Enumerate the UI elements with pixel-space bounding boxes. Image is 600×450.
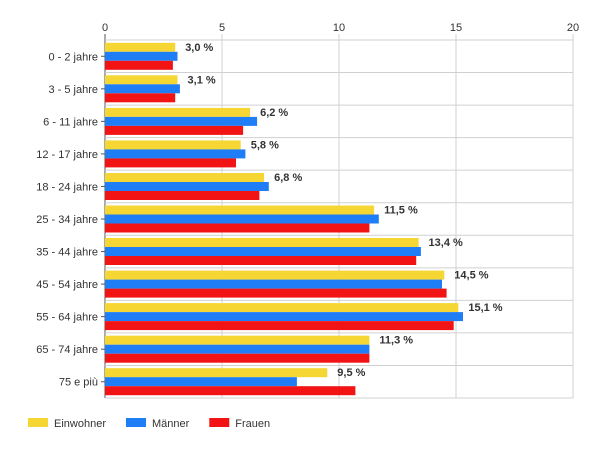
bar-frauen (105, 158, 236, 168)
bar-einwohner (105, 270, 445, 280)
category-label: 75 e più (59, 377, 98, 389)
data-labels: 3,0 % 3,1 % 6,2 % 5,8 % 6,8 % 11,5 % 13,4 % 14,… (185, 42, 503, 379)
bar-m-nner (105, 182, 269, 191)
data-label: 9,5 % (337, 367, 365, 379)
x-tick-label: 5 (219, 22, 225, 34)
bar-frauen (105, 93, 176, 103)
bar-frauen (105, 386, 356, 396)
legend-swatch (125, 418, 146, 427)
bar-m-nner (105, 116, 258, 126)
bar-frauen (105, 223, 370, 233)
bar-einwohner (105, 75, 178, 85)
category-label: 35 - 44 jahre (36, 247, 98, 259)
legend-swatch (209, 418, 230, 427)
legend-swatch (28, 418, 48, 427)
category-label: 55 - 64 jahre (36, 312, 98, 324)
data-label: 11,3 % (379, 335, 413, 347)
data-label: 14,5 % (454, 270, 488, 282)
bar-m-nner (105, 149, 246, 159)
bar-frauen (105, 60, 173, 70)
bar-frauen (105, 256, 417, 265)
legend-label: Frauen (235, 418, 270, 430)
bar-einwohner (105, 173, 265, 182)
category-label: 45 - 54 jahre (36, 279, 98, 291)
bar-m-nner (105, 214, 379, 224)
bar-m-nner (105, 247, 421, 256)
x-axis-ticks: 0 5 10 15 20 (102, 22, 579, 34)
bar-frauen (105, 191, 260, 200)
bar-frauen (105, 321, 454, 331)
bar-einwohner (105, 335, 370, 345)
category-label: 25 - 34 jahre (36, 214, 98, 226)
legend: Einwohner Männer Frauen (28, 418, 270, 430)
legend-label: Männer (152, 418, 190, 430)
bar-einwohner (105, 238, 419, 247)
data-label: 3,1 % (188, 74, 216, 86)
legend-label: Einwohner (54, 418, 106, 430)
bar-einwohner (105, 107, 251, 117)
bar-einwohner (105, 205, 375, 215)
bar-frauen (105, 125, 244, 135)
x-tick-label: 10 (333, 22, 345, 34)
data-label: 11,5 % (384, 205, 418, 217)
bar-m-nner (105, 377, 297, 387)
category-label: 18 - 24 jahre (36, 181, 98, 193)
category-label: 3 - 5 jahre (48, 84, 98, 96)
data-label: 6,8 % (274, 172, 302, 184)
data-label: 3,0 % (185, 42, 213, 54)
data-label: 5,8 % (251, 139, 279, 151)
category-label: 12 - 17 jahre (36, 149, 98, 161)
bar-m-nner (105, 51, 178, 61)
x-tick-label: 0 (102, 22, 108, 34)
category-label: 6 - 11 jahre (43, 116, 98, 128)
bar-einwohner (105, 140, 241, 150)
category-axis: 0 - 2 jahre 3 - 5 jahre 6 - 11 jahre 12 - 1… (36, 51, 105, 389)
bar-frauen (105, 353, 370, 363)
category-label: 65 - 74 jahre (36, 344, 98, 356)
data-label: 13,4 % (429, 237, 463, 249)
grid (104, 34, 574, 399)
data-label: 15,1 % (468, 302, 502, 314)
bar-einwohner (105, 42, 176, 52)
bar-frauen (105, 288, 447, 298)
bar-m-nner (105, 344, 370, 354)
bar-m-nner (105, 84, 180, 94)
bar-m-nner (105, 279, 442, 289)
x-tick-label: 15 (450, 22, 462, 34)
bar-m-nner (105, 312, 463, 322)
data-label: 6,2 % (260, 107, 288, 119)
bar-einwohner (105, 303, 459, 313)
x-tick-label: 20 (567, 22, 579, 34)
bar-einwohner (105, 368, 328, 378)
bars (105, 42, 463, 396)
category-label: 0 - 2 jahre (48, 51, 98, 63)
